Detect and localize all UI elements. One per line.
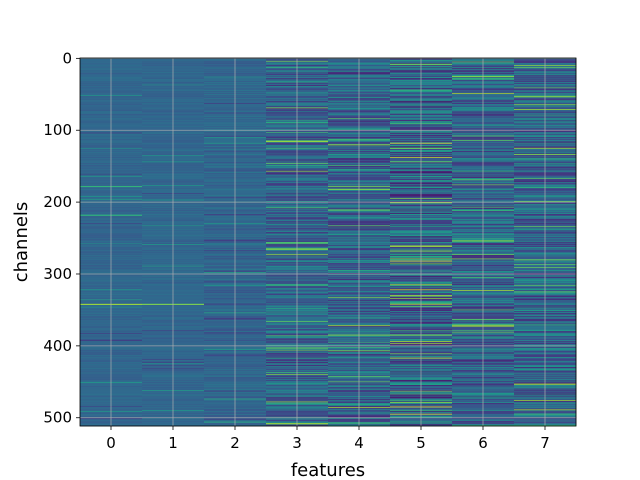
y-tick-label: 200 (43, 193, 72, 211)
x-tick-label: 4 (354, 434, 364, 452)
x-axis-ticks: 0 1 2 3 4 5 6 7 (106, 426, 550, 452)
y-tick-label: 0 (62, 49, 72, 67)
x-tick-label: 5 (416, 434, 426, 452)
y-axis-label: channels (11, 202, 32, 283)
x-tick-label: 6 (478, 434, 488, 452)
x-tick-label: 7 (540, 434, 550, 452)
y-tick-label: 300 (43, 265, 72, 283)
y-tick-label: 400 (43, 337, 72, 355)
y-axis-ticks: 0 100 200 300 400 500 (43, 49, 80, 427)
y-tick-label: 100 (43, 121, 72, 139)
x-tick-label: 2 (230, 434, 240, 452)
x-tick-label: 0 (106, 434, 116, 452)
y-tick-label: 500 (43, 409, 72, 427)
x-axis-label: features (291, 460, 365, 480)
heatmap-cells (80, 58, 577, 427)
plot-frame (79, 57, 577, 427)
x-tick-label: 1 (168, 434, 178, 452)
x-tick-label: 3 (292, 434, 302, 452)
